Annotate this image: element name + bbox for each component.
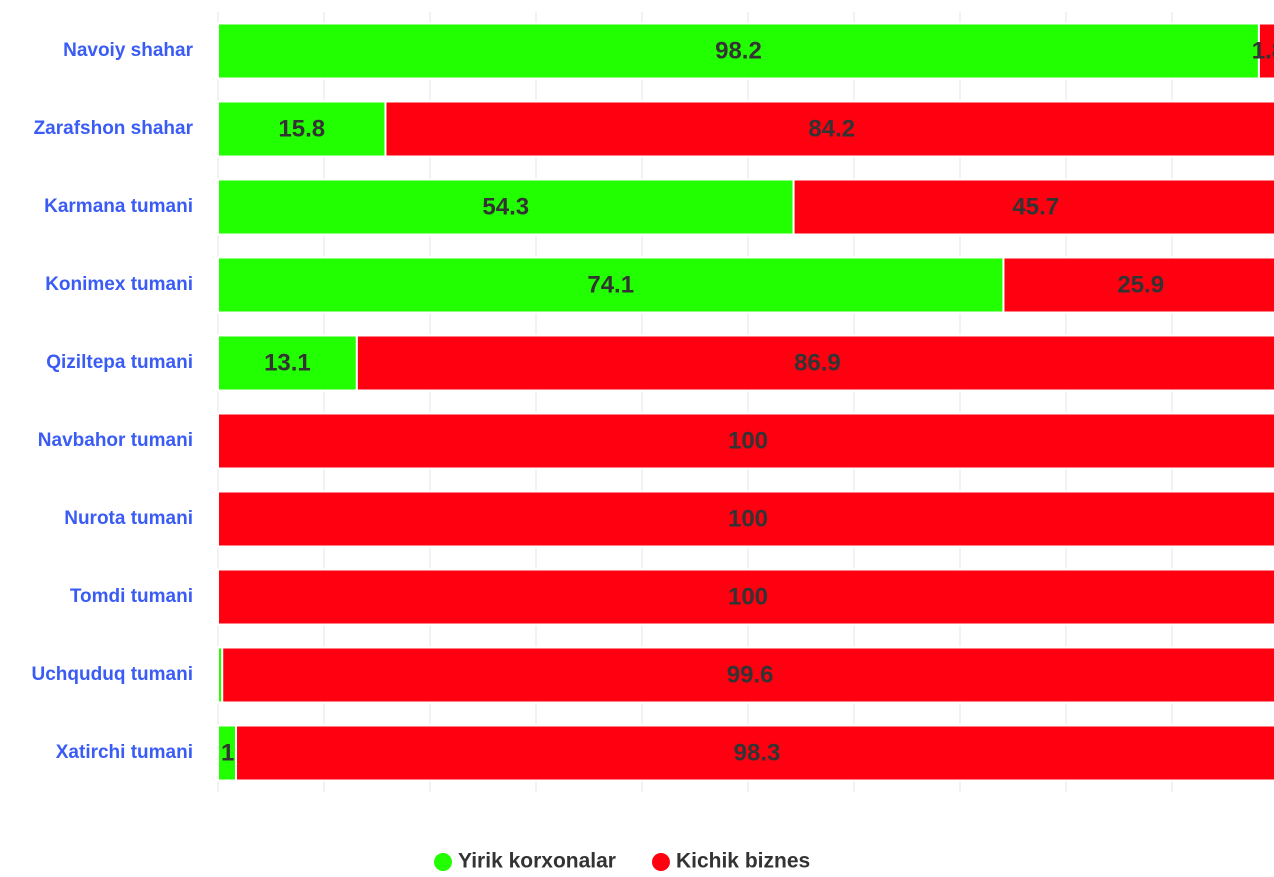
data-label: 98.2	[715, 37, 762, 64]
bar-segment	[217, 100, 387, 158]
bar-segment	[217, 334, 358, 392]
bar-segment	[1002, 256, 1274, 314]
data-label: 13.1	[264, 349, 311, 376]
bar-segment	[355, 334, 1274, 392]
legend-marker	[651, 853, 670, 871]
data-label: 54.3	[482, 193, 529, 220]
data-label: 25.9	[1117, 271, 1164, 298]
bar-segment	[217, 256, 1005, 314]
bar-segment	[217, 490, 1274, 548]
data-label: 100	[728, 583, 768, 610]
data-label: 98.3	[734, 739, 781, 766]
category-label: Konimex tumani	[45, 274, 193, 295]
category-label: Xatirchi tumani	[56, 742, 193, 763]
data-label: 99.6	[727, 661, 774, 688]
legend-marker	[434, 853, 452, 871]
bar-segment	[235, 724, 1274, 782]
bar-segment	[792, 178, 1274, 236]
bar-segment	[217, 412, 1274, 470]
data-label: 100	[728, 505, 768, 532]
bar-segment	[221, 646, 1274, 704]
data-label: 86.9	[794, 349, 841, 376]
data-label: 100	[728, 427, 768, 454]
bar-segment	[217, 568, 1274, 626]
data-label: 45.7	[1012, 193, 1059, 220]
bar-segment	[1257, 22, 1274, 80]
category-label: Uchquduq tumani	[32, 664, 193, 685]
data-label: 84.2	[808, 115, 855, 142]
bar-segment	[384, 100, 1274, 158]
category-label: Navoiy shahar	[63, 40, 193, 61]
data-label: 1.8	[1252, 37, 1274, 64]
data-label: 74.1	[587, 271, 634, 298]
category-label: Karmana tumani	[44, 196, 193, 217]
category-label: Tomdi tumani	[70, 586, 193, 607]
legend-label: Kichik biznes	[676, 850, 810, 873]
data-label: 15.8	[278, 115, 325, 142]
category-label: Qiziltepa tumani	[46, 352, 193, 373]
legend-label: Yirik korxonalar	[458, 850, 616, 873]
category-label: Zarafshon shahar	[34, 118, 194, 139]
category-label: Nurota tumani	[64, 508, 193, 529]
category-label: Navbahor tumani	[38, 430, 193, 451]
